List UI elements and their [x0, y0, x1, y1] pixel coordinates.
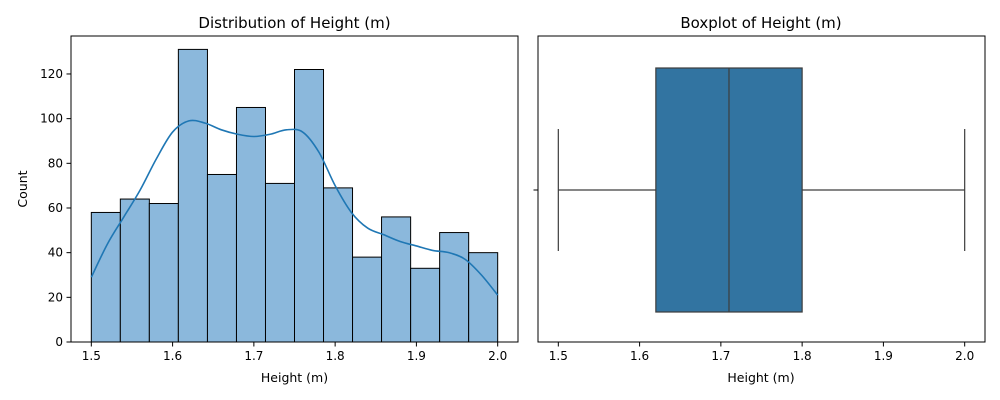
y-tick-label: 60 [48, 201, 63, 215]
boxplot-title: Boxplot of Height (m) [680, 14, 841, 32]
x-tick-label: 1.6 [630, 349, 649, 363]
boxplot-x-axis-label: Height (m) [727, 370, 794, 385]
histogram-plot-area [70, 35, 519, 343]
y-tick-label: 20 [48, 290, 63, 304]
histogram-bar [177, 48, 208, 343]
histogram-bar [235, 106, 266, 343]
x-tick-label: 2.0 [488, 349, 507, 363]
x-tick-label: 1.5 [82, 349, 101, 363]
y-tick-label: 100 [40, 112, 63, 126]
x-tick-label: 1.5 [549, 349, 568, 363]
histogram-bar [119, 198, 150, 343]
kde-curve [90, 119, 499, 296]
histogram-y-ticks: 0 20 40 60 80 100 120 [40, 67, 71, 349]
x-tick-label: 1.9 [874, 349, 893, 363]
histogram-bar [439, 232, 470, 343]
y-tick-label: 40 [48, 246, 63, 260]
x-tick-label: 1.6 [163, 349, 182, 363]
histogram-panel: Distribution of Height (m) 1.5 1.6 1.7 1.8 1… [15, 14, 519, 385]
histogram-y-axis-label: Count [15, 170, 30, 207]
histogram-bar [148, 203, 179, 343]
boxplot-plot-area [537, 35, 986, 343]
histogram-bar [90, 211, 121, 343]
histogram-bar [410, 267, 441, 343]
histogram-bar [352, 256, 383, 343]
x-tick-label: 1.8 [793, 349, 812, 363]
y-tick-label: 80 [48, 156, 63, 170]
boxplot-marks [557, 67, 966, 313]
histogram-title: Distribution of Height (m) [198, 14, 390, 32]
y-tick-label: 120 [40, 67, 63, 81]
histogram-bar [206, 173, 237, 343]
x-tick-label: 1.7 [244, 349, 263, 363]
boxplot-x-ticks: 1.5 1.6 1.7 1.8 1.9 2.0 [549, 342, 974, 363]
x-tick-label: 1.7 [711, 349, 730, 363]
histogram-bar [264, 182, 295, 343]
boxplot-panel: Boxplot of Height (m) 1.5 1.6 1.7 1.8 1.9 2.0… [533, 14, 986, 385]
y-tick-label: 0 [55, 335, 63, 349]
histogram-bar [381, 216, 412, 343]
histogram-bar [294, 69, 325, 343]
histogram-bars [90, 48, 499, 343]
histogram-x-ticks: 1.5 1.6 1.7 1.8 1.9 2.0 [82, 342, 507, 363]
histogram-x-axis-label: Height (m) [261, 370, 328, 385]
x-tick-label: 1.9 [407, 349, 426, 363]
x-tick-label: 1.8 [326, 349, 345, 363]
histogram-bar [323, 187, 354, 343]
x-tick-label: 2.0 [955, 349, 974, 363]
